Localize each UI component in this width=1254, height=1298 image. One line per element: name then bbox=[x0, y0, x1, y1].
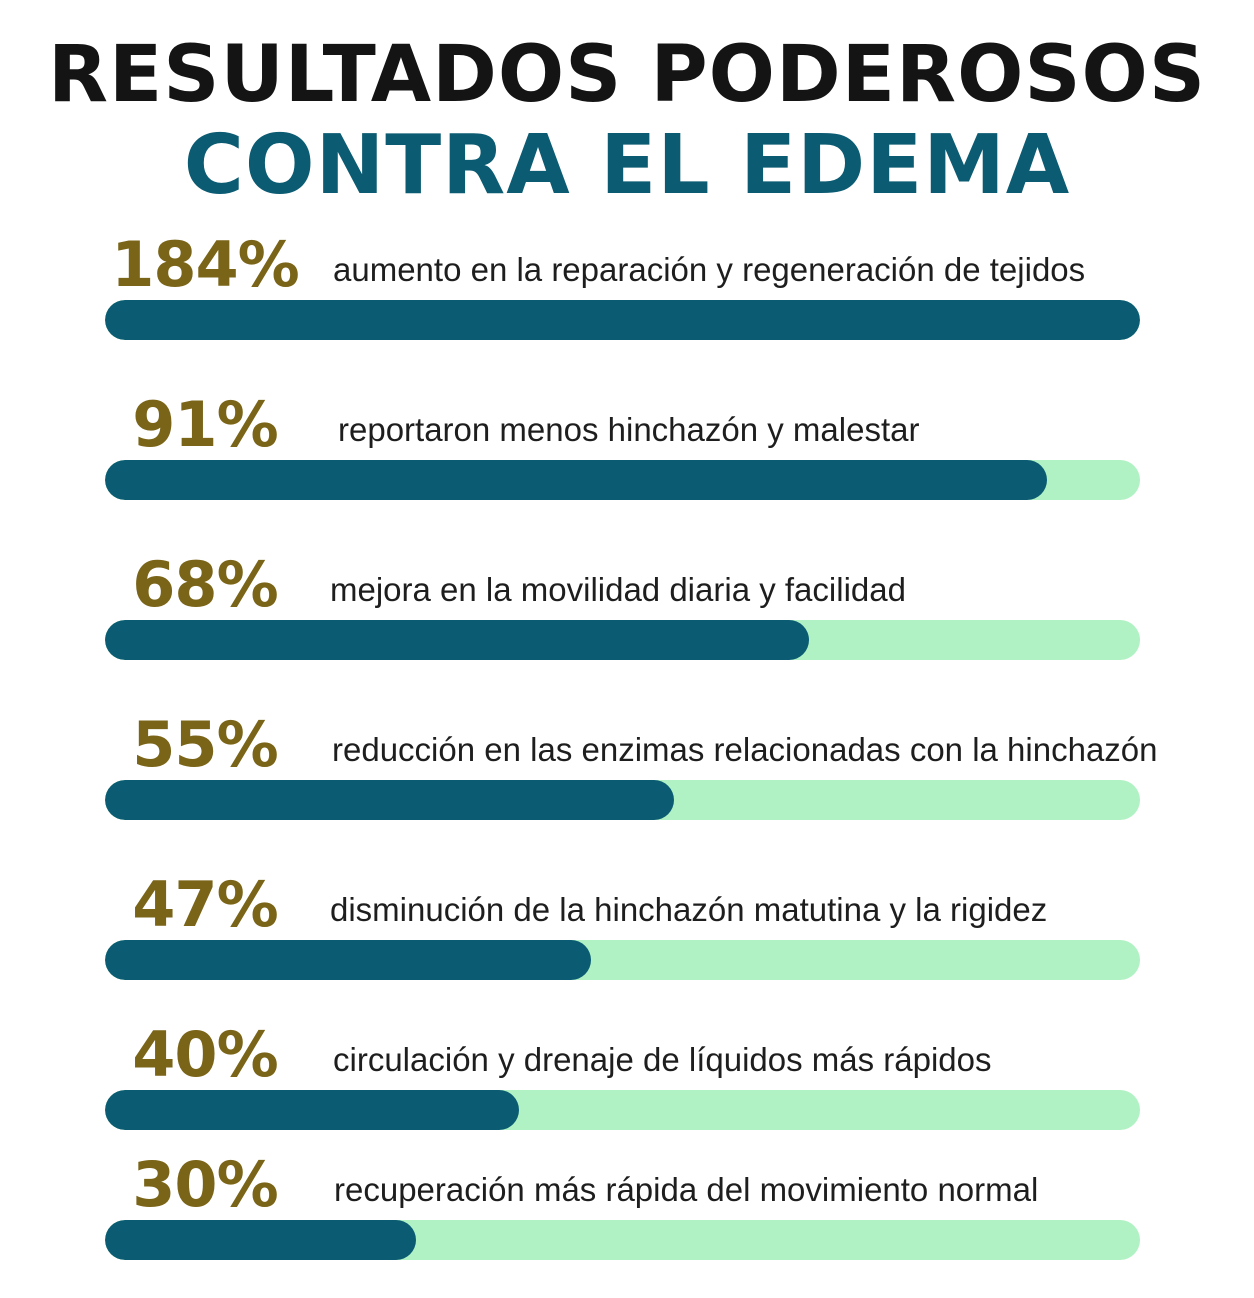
stat-row: 55% reducción en las enzimas relacionadas… bbox=[0, 708, 1254, 858]
progress-track bbox=[105, 620, 1140, 660]
stat-percent: 68% bbox=[132, 548, 278, 621]
progress-fill bbox=[105, 300, 1140, 340]
title-line-2: CONTRA EL EDEMA bbox=[183, 118, 1071, 213]
progress-track bbox=[105, 1220, 1140, 1260]
progress-fill bbox=[105, 620, 809, 660]
progress-track bbox=[105, 780, 1140, 820]
progress-fill bbox=[105, 1220, 416, 1260]
progress-fill bbox=[105, 1090, 519, 1130]
progress-fill bbox=[105, 940, 591, 980]
stat-description: disminución de la hinchazón matutina y l… bbox=[330, 891, 1048, 928]
stat-description: circulación y drenaje de líquidos más rá… bbox=[333, 1041, 992, 1078]
progress-track bbox=[105, 940, 1140, 980]
stat-row: 68% mejora en la movilidad diaria y facil… bbox=[0, 548, 1254, 698]
stat-row: 184% aumento en la reparación y regenerac… bbox=[0, 228, 1254, 378]
progress-track bbox=[105, 460, 1140, 500]
stat-description: reportaron menos hinchazón y malestar bbox=[338, 411, 920, 448]
stat-row: 91% reportaron menos hinchazón y malestar bbox=[0, 388, 1254, 538]
stat-percent: 91% bbox=[132, 388, 278, 461]
stat-row: 40% circulación y drenaje de líquidos más… bbox=[0, 1018, 1254, 1168]
title-line-1: RESULTADOS PODEROSOS bbox=[47, 30, 1207, 120]
stat-row: 47% disminución de la hinchazón matutina … bbox=[0, 868, 1254, 1018]
stat-percent: 40% bbox=[132, 1018, 278, 1091]
stat-percent: 30% bbox=[132, 1148, 278, 1221]
stat-percent: 47% bbox=[132, 868, 278, 941]
progress-fill bbox=[105, 460, 1047, 500]
stat-description: aumento en la reparación y regeneración … bbox=[333, 251, 1086, 288]
stat-row: 30% recuperación más rápida del movimient… bbox=[0, 1148, 1254, 1298]
stat-percent: 184% bbox=[111, 228, 300, 301]
stat-description: reducción en las enzimas relacionadas co… bbox=[332, 731, 1158, 768]
stat-description: mejora en la movilidad diaria y facilida… bbox=[330, 571, 906, 608]
stat-description: recuperación más rápida del movimiento n… bbox=[334, 1171, 1039, 1208]
progress-track bbox=[105, 1090, 1140, 1130]
progress-track bbox=[105, 300, 1140, 340]
progress-fill bbox=[105, 780, 674, 820]
stat-percent: 55% bbox=[132, 708, 278, 781]
